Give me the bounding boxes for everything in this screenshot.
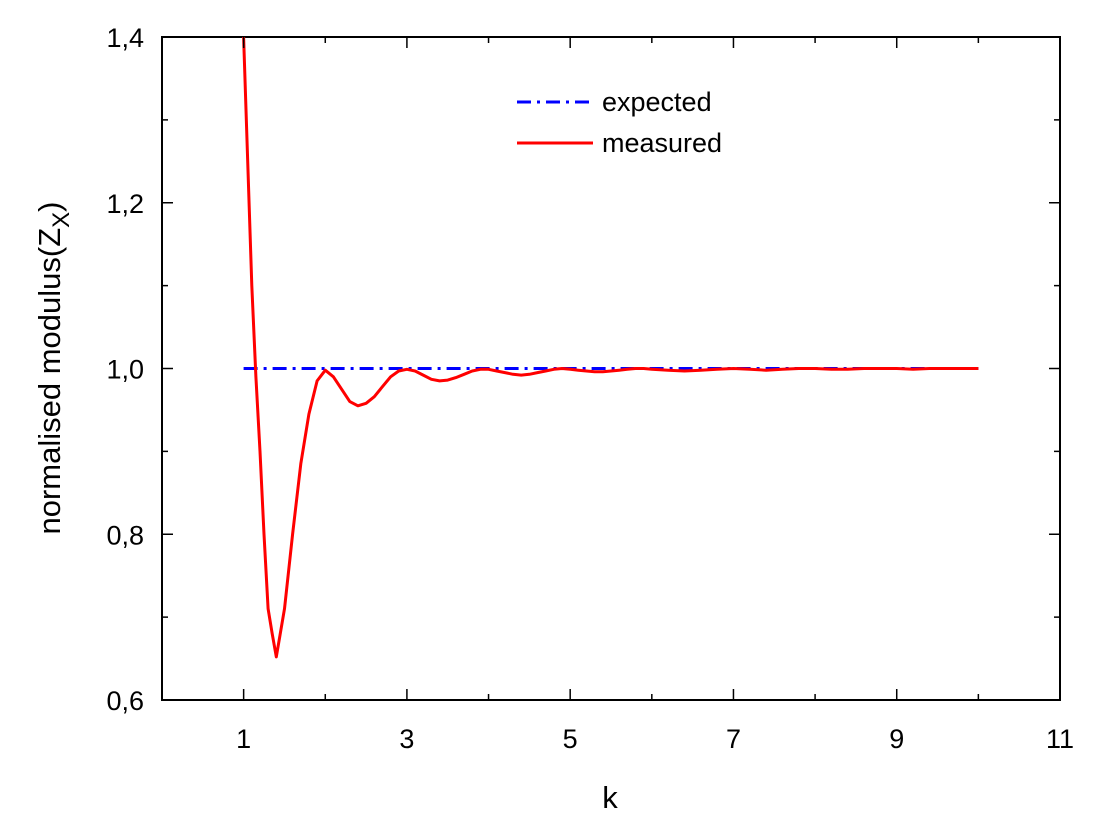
y-tick-label: 1,4: [106, 23, 144, 53]
series-layer: [242, 37, 979, 659]
x-tick-label: 9: [889, 724, 904, 754]
x-tick-label: 5: [563, 724, 578, 754]
legend-label-measured: measured: [602, 128, 722, 158]
series-line-measured: [242, 37, 979, 659]
x-axis-title: k: [602, 780, 618, 815]
y-tick-label: 0,6: [106, 686, 144, 716]
y-tick-label: 0,8: [106, 520, 144, 550]
ticks-layer: [161, 36, 1061, 701]
x-tick-label: 11: [1046, 724, 1074, 754]
x-tick-label: 3: [399, 724, 414, 754]
y-tick-label: 1,2: [106, 189, 144, 219]
y-axis-title-suffix: ): [32, 201, 67, 211]
x-tick-label: 1: [236, 724, 251, 754]
legend-label-expected: expected: [602, 87, 712, 117]
svg-text:normalised modulus(ZX): normalised modulus(ZX): [32, 201, 75, 534]
y-axis-title-main: normalised modulus(Z: [32, 228, 67, 535]
y-axis-title-subscript: X: [48, 212, 75, 228]
y-tick-label: 1,0: [106, 355, 144, 385]
x-tick-label: 7: [726, 724, 741, 754]
tick-labels-layer: 1 3 5 7 9 11 0,6 0,8 1,0 1,2 1,4: [106, 23, 1074, 754]
y-axis-title: normalised modulus(ZX): [32, 201, 75, 534]
legend: expected measured: [517, 87, 722, 158]
